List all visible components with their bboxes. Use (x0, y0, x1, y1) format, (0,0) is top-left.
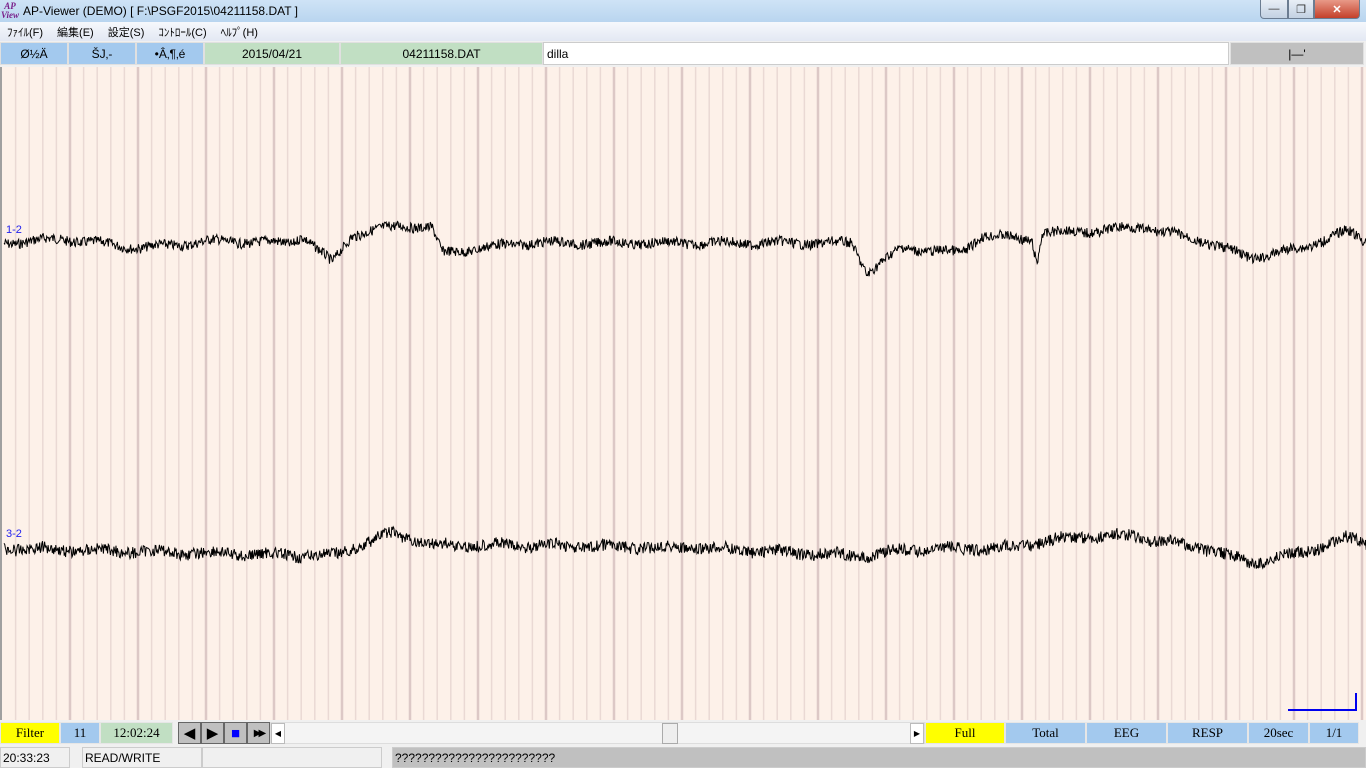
span-button[interactable]: 20sec (1248, 722, 1309, 744)
menu-file[interactable]: ﾌｧｲﾙ(F) (7, 26, 44, 39)
toolbar-button-1[interactable]: Ø½Ä (0, 42, 68, 65)
menu-bar: ﾌｧｲﾙ(F) 編集(E) 設定(S) ｺﾝﾄﾛｰﾙ(C) ﾍﾙﾌﾟ(H) (0, 22, 1366, 41)
previous-button[interactable]: ◀ (178, 722, 201, 744)
menu-settings[interactable]: 設定(S) (107, 26, 145, 39)
channel-trace-2 (3, 525, 1366, 570)
page-display: 1/1 (1309, 722, 1359, 744)
status-bar: 20:33:23 READ/WRITE ????????????????????… (0, 747, 1366, 768)
channel-label-1: 1-2 (6, 224, 22, 236)
scroll-right-arrow[interactable]: ▶ (910, 723, 924, 744)
filename-display: 04211158.DAT (340, 42, 543, 65)
app-logo: AP View (1, 1, 20, 20)
calibration-marker (1288, 693, 1357, 711)
scroll-thumb[interactable] (662, 723, 678, 744)
eeg-button[interactable]: EEG (1086, 722, 1167, 744)
toolbar-right-button[interactable]: |—' (1230, 42, 1364, 65)
status-mode: READ/WRITE (82, 747, 202, 768)
status-blank (202, 747, 382, 768)
waveform-plot[interactable]: 1-2 3-2 (0, 67, 1366, 720)
scroll-left-arrow[interactable]: ◀ (271, 723, 285, 744)
menu-control[interactable]: ｺﾝﾄﾛｰﾙ(C) (158, 26, 207, 39)
time-scrollbar[interactable]: ◀ ▶ (270, 722, 925, 744)
full-button[interactable]: Full (925, 722, 1005, 744)
status-clock: 20:33:23 (0, 747, 70, 768)
close-button[interactable]: ✕ (1314, 0, 1360, 19)
window-title: AP-Viewer (DEMO) [ F:\PSGF2015\04211158.… (23, 4, 298, 18)
menu-help[interactable]: ﾍﾙﾌﾟ(H) (220, 26, 258, 39)
total-button[interactable]: Total (1005, 722, 1086, 744)
date-display: 2015/04/21 (204, 42, 340, 65)
maximize-button[interactable]: ❐ (1288, 0, 1314, 19)
fast-forward-button[interactable]: ▶▶ (247, 722, 270, 744)
close-file-button[interactable]: •Â‚¶‚é (136, 42, 204, 65)
channel-trace-1 (3, 220, 1366, 277)
filter-button[interactable]: Filter (0, 722, 60, 744)
title-bar: AP View AP-Viewer (DEMO) [ F:\PSGF2015\04… (0, 0, 1366, 22)
number-display: 11 (60, 722, 100, 744)
waveform-canvas (3, 67, 1366, 720)
menu-edit[interactable]: 編集(E) (57, 26, 94, 39)
minimize-button[interactable]: — (1260, 0, 1288, 19)
channel-label-2: 3-2 (6, 528, 22, 540)
open-button[interactable]: ŠJ‚- (68, 42, 136, 65)
play-button[interactable]: ▶ (201, 722, 224, 744)
control-bar: Filter 11 12:02:24 ◀ ▶ ■ ▶▶ ◀ ▶ Full Tot… (0, 721, 1366, 745)
toolbar: Ø½Ä ŠJ‚- •Â‚¶‚é 2015/04/21 04211158.DAT … (0, 42, 1366, 66)
comment-field[interactable]: dilla (543, 42, 1229, 65)
resp-button[interactable]: RESP (1167, 722, 1248, 744)
status-message: ???????????????????????? (392, 747, 1366, 768)
time-display: 12:02:24 (100, 722, 173, 744)
stop-button[interactable]: ■ (224, 722, 247, 744)
